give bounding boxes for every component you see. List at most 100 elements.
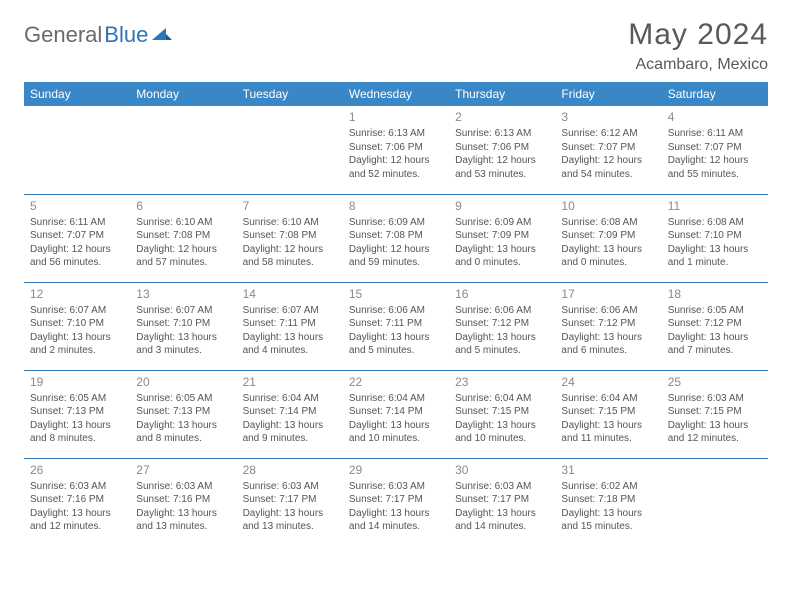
day-header-row: Sunday Monday Tuesday Wednesday Thursday… [24, 82, 768, 106]
day-number: 14 [243, 286, 337, 302]
calendar-cell: 28Sunrise: 6:03 AMSunset: 7:17 PMDayligh… [237, 458, 343, 546]
daylight-text: Daylight: 12 hours and 58 minutes. [243, 243, 337, 270]
sunrise-text: Sunrise: 6:06 AM [561, 304, 655, 318]
calendar-cell: 21Sunrise: 6:04 AMSunset: 7:14 PMDayligh… [237, 370, 343, 458]
daylight-text: Daylight: 13 hours and 12 minutes. [30, 507, 124, 534]
calendar-cell: 10Sunrise: 6:08 AMSunset: 7:09 PMDayligh… [555, 194, 661, 282]
sunrise-text: Sunrise: 6:11 AM [668, 127, 762, 141]
sunrise-text: Sunrise: 6:09 AM [349, 216, 443, 230]
sunrise-text: Sunrise: 6:10 AM [136, 216, 230, 230]
sunset-text: Sunset: 7:06 PM [349, 141, 443, 155]
sunset-text: Sunset: 7:12 PM [668, 317, 762, 331]
sunset-text: Sunset: 7:07 PM [30, 229, 124, 243]
calendar-cell: 12Sunrise: 6:07 AMSunset: 7:10 PMDayligh… [24, 282, 130, 370]
sunrise-text: Sunrise: 6:04 AM [349, 392, 443, 406]
title-block: May 2024 Acambaro, Mexico [628, 18, 768, 74]
logo-text-blue: Blue [104, 22, 148, 48]
sunrise-text: Sunrise: 6:03 AM [243, 480, 337, 494]
sunrise-text: Sunrise: 6:05 AM [30, 392, 124, 406]
sunrise-text: Sunrise: 6:04 AM [561, 392, 655, 406]
day-number: 9 [455, 198, 549, 214]
location: Acambaro, Mexico [628, 56, 768, 74]
daylight-text: Daylight: 12 hours and 55 minutes. [668, 154, 762, 181]
calendar-cell [130, 106, 236, 194]
calendar-row: 12Sunrise: 6:07 AMSunset: 7:10 PMDayligh… [24, 282, 768, 370]
calendar-cell: 25Sunrise: 6:03 AMSunset: 7:15 PMDayligh… [662, 370, 768, 458]
calendar-cell: 14Sunrise: 6:07 AMSunset: 7:11 PMDayligh… [237, 282, 343, 370]
sunset-text: Sunset: 7:14 PM [349, 405, 443, 419]
daylight-text: Daylight: 13 hours and 6 minutes. [561, 331, 655, 358]
day-number: 7 [243, 198, 337, 214]
calendar-table: Sunday Monday Tuesday Wednesday Thursday… [24, 82, 768, 546]
daylight-text: Daylight: 12 hours and 53 minutes. [455, 154, 549, 181]
day-number: 24 [561, 374, 655, 390]
daylight-text: Daylight: 12 hours and 57 minutes. [136, 243, 230, 270]
calendar-row: 1Sunrise: 6:13 AMSunset: 7:06 PMDaylight… [24, 106, 768, 194]
day-number: 3 [561, 109, 655, 125]
day-number: 31 [561, 462, 655, 478]
calendar-cell: 9Sunrise: 6:09 AMSunset: 7:09 PMDaylight… [449, 194, 555, 282]
daylight-text: Daylight: 13 hours and 7 minutes. [668, 331, 762, 358]
calendar-row: 19Sunrise: 6:05 AMSunset: 7:13 PMDayligh… [24, 370, 768, 458]
daylight-text: Daylight: 13 hours and 14 minutes. [349, 507, 443, 534]
day-number: 11 [668, 198, 762, 214]
daylight-text: Daylight: 13 hours and 3 minutes. [136, 331, 230, 358]
calendar-row: 5Sunrise: 6:11 AMSunset: 7:07 PMDaylight… [24, 194, 768, 282]
calendar-cell: 4Sunrise: 6:11 AMSunset: 7:07 PMDaylight… [662, 106, 768, 194]
daylight-text: Daylight: 13 hours and 1 minute. [668, 243, 762, 270]
calendar-cell: 30Sunrise: 6:03 AMSunset: 7:17 PMDayligh… [449, 458, 555, 546]
day-number: 27 [136, 462, 230, 478]
daylight-text: Daylight: 12 hours and 54 minutes. [561, 154, 655, 181]
calendar-cell: 1Sunrise: 6:13 AMSunset: 7:06 PMDaylight… [343, 106, 449, 194]
daylight-text: Daylight: 13 hours and 5 minutes. [349, 331, 443, 358]
daylight-text: Daylight: 13 hours and 8 minutes. [136, 419, 230, 446]
day-number: 29 [349, 462, 443, 478]
daylight-text: Daylight: 13 hours and 13 minutes. [136, 507, 230, 534]
sunset-text: Sunset: 7:08 PM [243, 229, 337, 243]
day-number: 28 [243, 462, 337, 478]
day-number: 21 [243, 374, 337, 390]
daylight-text: Daylight: 13 hours and 0 minutes. [561, 243, 655, 270]
day-number: 30 [455, 462, 549, 478]
sunset-text: Sunset: 7:11 PM [243, 317, 337, 331]
logo-triangle-icon [152, 26, 172, 47]
sunset-text: Sunset: 7:13 PM [136, 405, 230, 419]
sunset-text: Sunset: 7:16 PM [30, 493, 124, 507]
sunrise-text: Sunrise: 6:04 AM [243, 392, 337, 406]
daylight-text: Daylight: 13 hours and 11 minutes. [561, 419, 655, 446]
calendar-cell [237, 106, 343, 194]
day-number: 12 [30, 286, 124, 302]
calendar-cell: 26Sunrise: 6:03 AMSunset: 7:16 PMDayligh… [24, 458, 130, 546]
sunset-text: Sunset: 7:17 PM [349, 493, 443, 507]
sunset-text: Sunset: 7:12 PM [455, 317, 549, 331]
sunset-text: Sunset: 7:10 PM [668, 229, 762, 243]
calendar-cell: 19Sunrise: 6:05 AMSunset: 7:13 PMDayligh… [24, 370, 130, 458]
calendar-cell: 13Sunrise: 6:07 AMSunset: 7:10 PMDayligh… [130, 282, 236, 370]
day-number: 26 [30, 462, 124, 478]
sunset-text: Sunset: 7:06 PM [455, 141, 549, 155]
sunrise-text: Sunrise: 6:08 AM [668, 216, 762, 230]
sunset-text: Sunset: 7:07 PM [561, 141, 655, 155]
daylight-text: Daylight: 12 hours and 56 minutes. [30, 243, 124, 270]
sunset-text: Sunset: 7:13 PM [30, 405, 124, 419]
calendar-cell: 2Sunrise: 6:13 AMSunset: 7:06 PMDaylight… [449, 106, 555, 194]
sunset-text: Sunset: 7:11 PM [349, 317, 443, 331]
sunrise-text: Sunrise: 6:12 AM [561, 127, 655, 141]
daylight-text: Daylight: 13 hours and 0 minutes. [455, 243, 549, 270]
sunrise-text: Sunrise: 6:11 AM [30, 216, 124, 230]
calendar-cell: 5Sunrise: 6:11 AMSunset: 7:07 PMDaylight… [24, 194, 130, 282]
sunrise-text: Sunrise: 6:03 AM [349, 480, 443, 494]
header-friday: Friday [555, 82, 661, 106]
calendar-cell: 15Sunrise: 6:06 AMSunset: 7:11 PMDayligh… [343, 282, 449, 370]
day-number: 23 [455, 374, 549, 390]
sunrise-text: Sunrise: 6:06 AM [455, 304, 549, 318]
header-saturday: Saturday [662, 82, 768, 106]
day-number: 8 [349, 198, 443, 214]
sunset-text: Sunset: 7:15 PM [455, 405, 549, 419]
sunset-text: Sunset: 7:08 PM [349, 229, 443, 243]
sunrise-text: Sunrise: 6:13 AM [455, 127, 549, 141]
sunrise-text: Sunrise: 6:08 AM [561, 216, 655, 230]
calendar-cell: 23Sunrise: 6:04 AMSunset: 7:15 PMDayligh… [449, 370, 555, 458]
sunset-text: Sunset: 7:15 PM [668, 405, 762, 419]
calendar-row: 26Sunrise: 6:03 AMSunset: 7:16 PMDayligh… [24, 458, 768, 546]
